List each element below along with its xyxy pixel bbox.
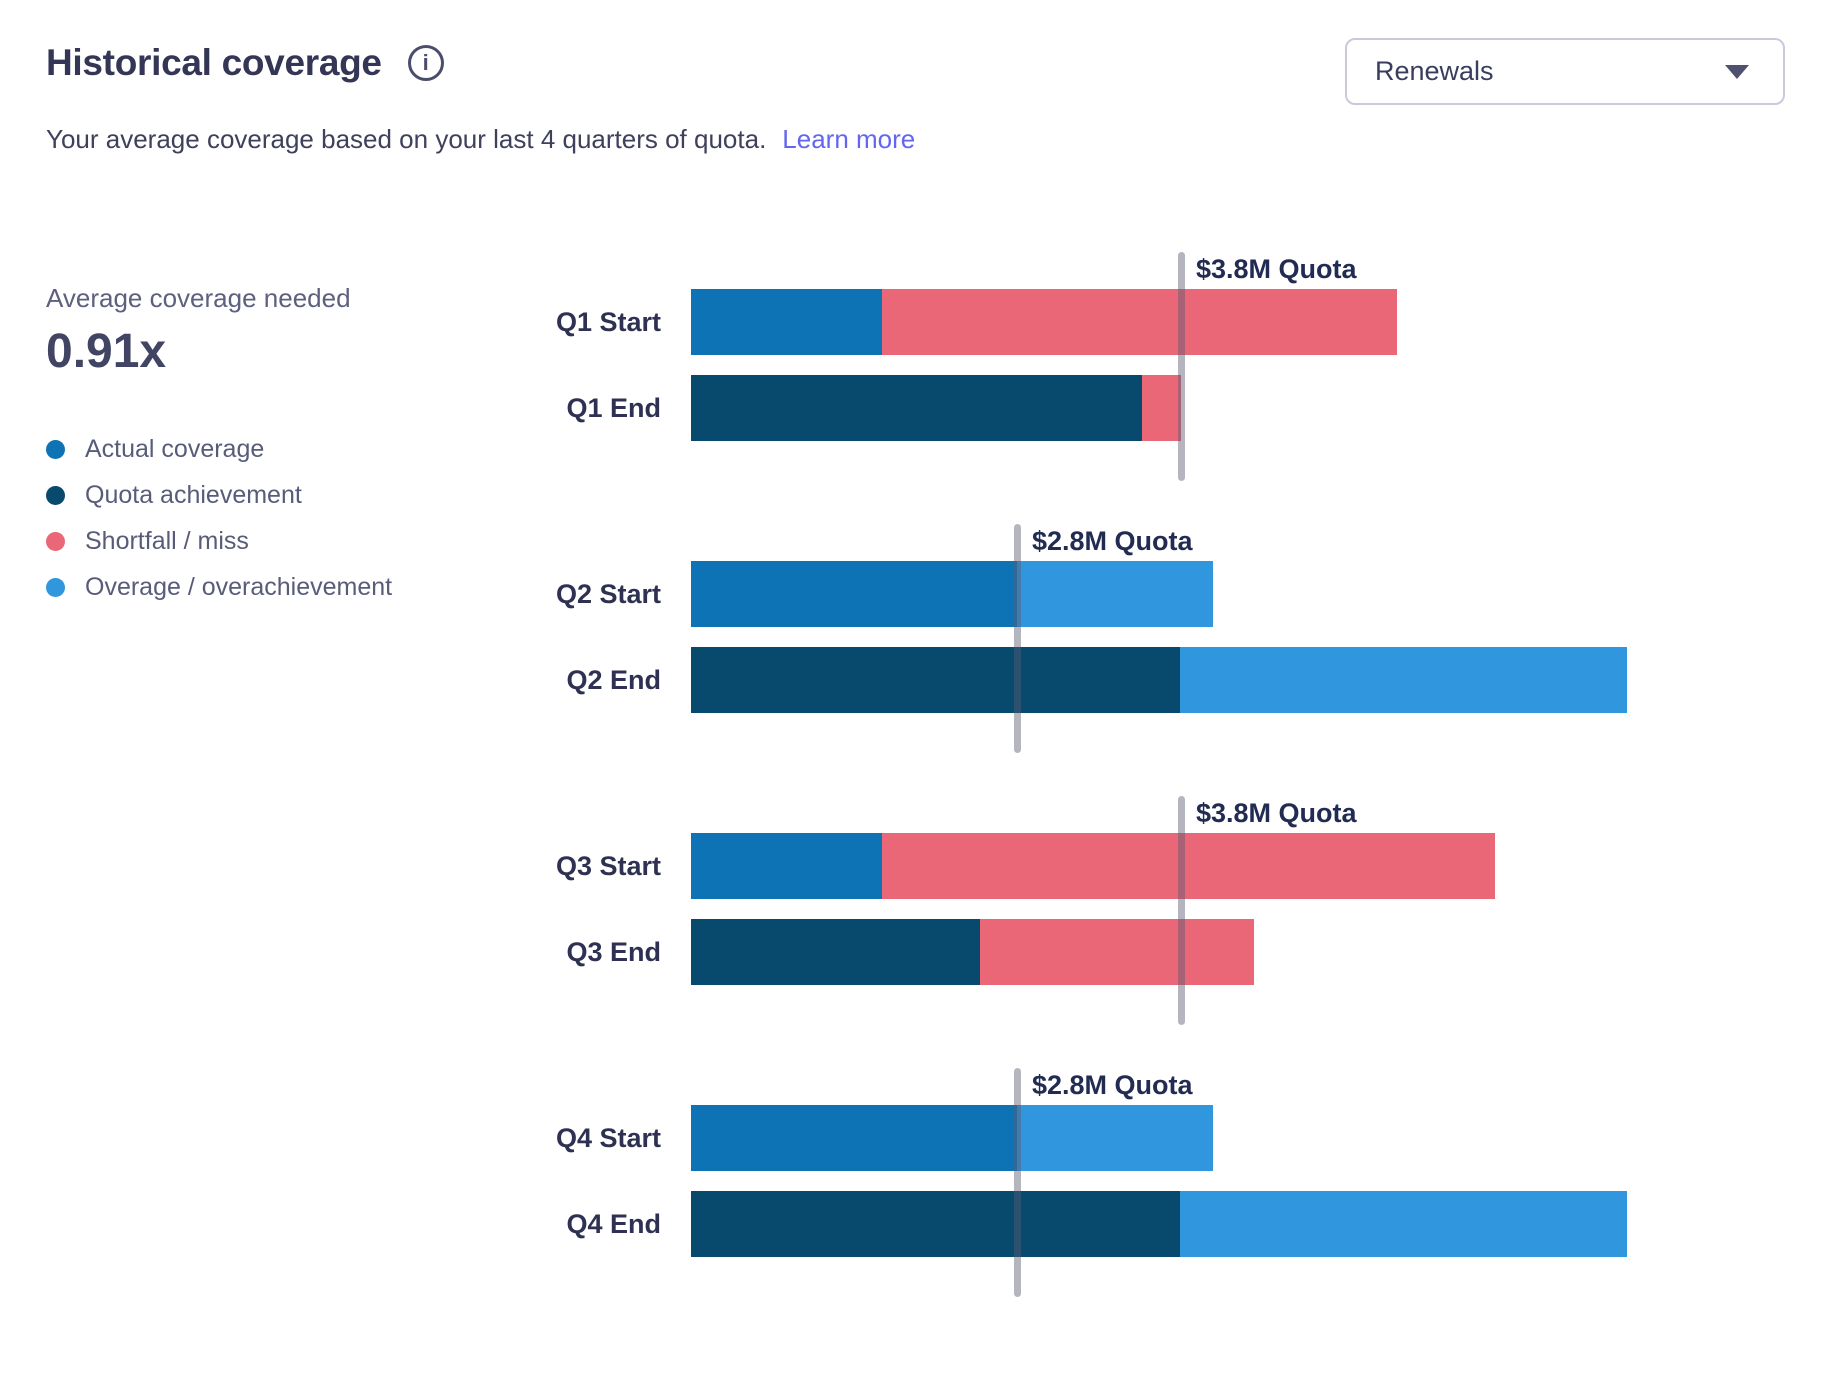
bar-label-q4-end: Q4 End bbox=[566, 1209, 661, 1239]
legend-dot-achievement bbox=[46, 485, 65, 505]
quota-line-q4 bbox=[1014, 1068, 1021, 1297]
legend-item-overage: Overage / overachievement bbox=[46, 564, 392, 610]
legend-dot-shortfall bbox=[46, 531, 65, 551]
legend-item-achievement: Quota achievement bbox=[46, 472, 392, 518]
segment-achievement bbox=[691, 375, 1142, 441]
average-coverage-label: Average coverage needed bbox=[46, 283, 351, 313]
bar-q2-end bbox=[691, 647, 1627, 713]
segment-shortfall bbox=[882, 289, 1397, 355]
bar-label-q3-end: Q3 End bbox=[566, 937, 661, 967]
legend-label: Actual coverage bbox=[85, 434, 265, 463]
segment-actual bbox=[691, 1105, 1017, 1171]
learn-more-link[interactable]: Learn more bbox=[782, 124, 916, 154]
segment-achievement bbox=[691, 647, 1180, 713]
segment-shortfall bbox=[1142, 375, 1181, 441]
segment-actual bbox=[691, 561, 1017, 627]
bar-label-q2-start: Q2 Start bbox=[555, 579, 661, 609]
quota-line-q3 bbox=[1178, 796, 1185, 1025]
bar-q4-start bbox=[691, 1105, 1213, 1171]
quota-line-q2 bbox=[1014, 524, 1021, 753]
quota-label-q2: $2.8M Quota bbox=[1032, 526, 1193, 556]
segment-achievement bbox=[691, 919, 980, 985]
dropdown-selected-value: Renewals bbox=[1375, 56, 1494, 86]
bar-label-q3-start: Q3 Start bbox=[555, 851, 661, 881]
legend: Actual coverage Quota achievement Shortfal… bbox=[46, 426, 392, 610]
segment-actual bbox=[691, 833, 882, 899]
segment-actual bbox=[691, 289, 882, 355]
bar-q1-end bbox=[691, 375, 1181, 441]
segment-overage bbox=[1180, 647, 1627, 713]
legend-label: Shortfall / miss bbox=[85, 526, 249, 555]
bar-q4-end bbox=[691, 1191, 1627, 1257]
bar-label-q1-end: Q1 End bbox=[566, 393, 661, 423]
bar-q2-start bbox=[691, 561, 1213, 627]
segment-overage bbox=[1017, 1105, 1213, 1171]
bar-q3-end bbox=[691, 919, 1254, 985]
legend-dot-actual bbox=[46, 439, 65, 459]
subtitle-text: Your average coverage based on your last… bbox=[46, 124, 767, 154]
legend-item-actual: Actual coverage bbox=[46, 426, 392, 472]
average-coverage-value: 0.91x bbox=[46, 325, 167, 378]
quota-label-q3: $3.8M Quota bbox=[1196, 798, 1357, 828]
quota-label-q4: $2.8M Quota bbox=[1032, 1070, 1193, 1100]
segment-achievement bbox=[691, 1191, 1180, 1257]
legend-label: Quota achievement bbox=[85, 480, 302, 509]
page-title: Historical coverage bbox=[46, 42, 382, 83]
legend-dot-overage bbox=[46, 577, 65, 597]
bar-q3-start bbox=[691, 833, 1495, 899]
segment-shortfall bbox=[980, 919, 1254, 985]
bar-label-q1-start: Q1 Start bbox=[555, 307, 661, 337]
legend-item-shortfall: Shortfall / miss bbox=[46, 518, 392, 564]
caret-down-icon bbox=[1725, 64, 1749, 79]
segment-overage bbox=[1017, 561, 1213, 627]
category-dropdown[interactable]: Renewals bbox=[1345, 38, 1785, 105]
bar-label-q2-end: Q2 End bbox=[566, 665, 661, 695]
quota-line-q1 bbox=[1178, 252, 1185, 481]
segment-overage bbox=[1180, 1191, 1627, 1257]
legend-label: Overage / overachievement bbox=[85, 572, 393, 601]
quota-label-q1: $3.8M Quota bbox=[1196, 254, 1357, 284]
bar-q1-start bbox=[691, 289, 1397, 355]
bar-label-q4-start: Q4 Start bbox=[555, 1123, 661, 1153]
info-icon[interactable]: i bbox=[407, 45, 444, 81]
segment-shortfall bbox=[882, 833, 1495, 899]
